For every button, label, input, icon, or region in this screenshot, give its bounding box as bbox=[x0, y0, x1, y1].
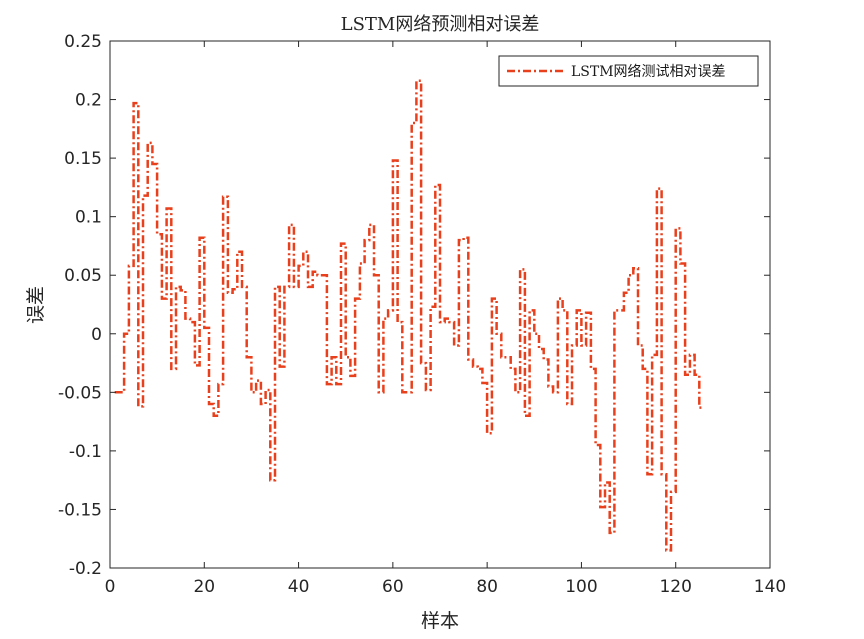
y-tick-label: 0.25 bbox=[64, 32, 102, 52]
x-tick-label: 100 bbox=[565, 577, 597, 597]
x-tick-label: 60 bbox=[382, 577, 404, 597]
chart-title: LSTM网络预测相对误差 bbox=[341, 14, 540, 35]
x-axis-label: 样本 bbox=[421, 610, 459, 632]
x-tick-label: 40 bbox=[288, 577, 310, 597]
series-layer bbox=[114, 79, 704, 552]
axes-layer: 0 20 40 60 80 100 120 1400.250.20.150.10.050-0.… bbox=[58, 32, 786, 597]
y-tick-label: -0.05 bbox=[58, 383, 102, 403]
plot-area bbox=[110, 41, 770, 568]
x-tick-label: 0 bbox=[105, 577, 116, 597]
series-line-lstm-test-error bbox=[114, 79, 704, 552]
x-tick-label: 80 bbox=[476, 577, 498, 597]
x-tick-label: 120 bbox=[659, 577, 691, 597]
y-tick-label: -0.15 bbox=[58, 500, 102, 520]
axes-frame bbox=[109, 40, 771, 569]
y-tick-label: 0.05 bbox=[64, 266, 102, 286]
y-tick-label: 0.15 bbox=[64, 149, 102, 169]
y-axis-label: 误差 bbox=[25, 286, 47, 324]
y-tick-label: 0.1 bbox=[75, 208, 102, 228]
y-tick-label: -0.1 bbox=[69, 442, 102, 462]
legend-entry-label: LSTM网络测试相对误差 bbox=[571, 64, 726, 80]
x-tick-label: 140 bbox=[754, 577, 786, 597]
y-tick-label: 0 bbox=[91, 325, 102, 345]
legend: LSTM网络测试相对误差 bbox=[498, 55, 759, 87]
y-tick-label: 0.2 bbox=[75, 91, 102, 111]
x-tick-label: 20 bbox=[193, 577, 215, 597]
y-tick-label: -0.2 bbox=[69, 559, 102, 579]
